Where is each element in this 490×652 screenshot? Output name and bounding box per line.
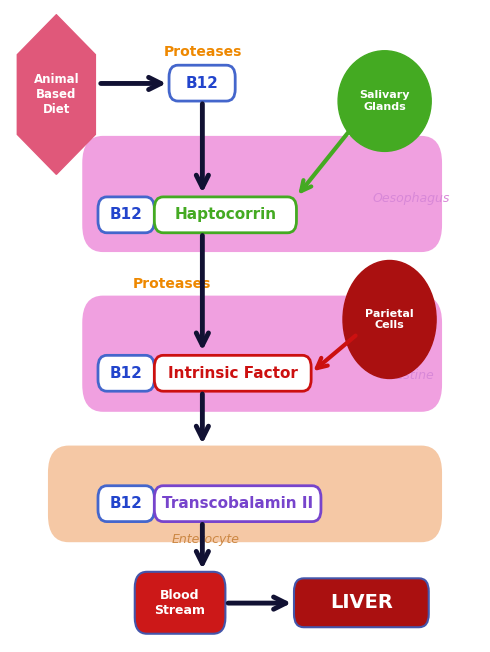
Text: Proteases: Proteases: [132, 276, 211, 291]
Text: Proteases: Proteases: [164, 45, 243, 59]
FancyBboxPatch shape: [154, 486, 321, 522]
Text: Transcobalamin II: Transcobalamin II: [162, 496, 313, 511]
FancyBboxPatch shape: [98, 486, 154, 522]
FancyBboxPatch shape: [49, 447, 441, 541]
Polygon shape: [17, 15, 96, 174]
FancyBboxPatch shape: [135, 572, 225, 634]
Text: Animal
Based
Diet: Animal Based Diet: [33, 73, 79, 116]
Text: B12: B12: [186, 76, 219, 91]
Ellipse shape: [338, 51, 431, 151]
Text: B12: B12: [110, 496, 143, 511]
Text: Intrinsic Factor: Intrinsic Factor: [168, 366, 298, 381]
Text: Enterocyte: Enterocyte: [172, 533, 240, 546]
FancyBboxPatch shape: [83, 137, 441, 251]
Text: Small
Intestine: Small Intestine: [380, 355, 435, 382]
Text: Haptocorrin: Haptocorrin: [174, 207, 276, 222]
FancyBboxPatch shape: [154, 355, 311, 391]
FancyBboxPatch shape: [169, 65, 235, 101]
Text: Blood
Stream: Blood Stream: [154, 589, 206, 617]
FancyBboxPatch shape: [98, 355, 154, 391]
Text: Parietal
Cells: Parietal Cells: [365, 308, 414, 331]
FancyBboxPatch shape: [98, 197, 154, 233]
FancyBboxPatch shape: [294, 578, 429, 627]
FancyBboxPatch shape: [154, 197, 296, 233]
Text: Oesophagus: Oesophagus: [372, 192, 450, 205]
Text: Salivary
Glands: Salivary Glands: [359, 90, 410, 112]
Text: B12: B12: [110, 366, 143, 381]
Text: B12: B12: [110, 207, 143, 222]
Ellipse shape: [343, 261, 436, 378]
Text: LIVER: LIVER: [330, 593, 393, 612]
FancyBboxPatch shape: [83, 297, 441, 411]
